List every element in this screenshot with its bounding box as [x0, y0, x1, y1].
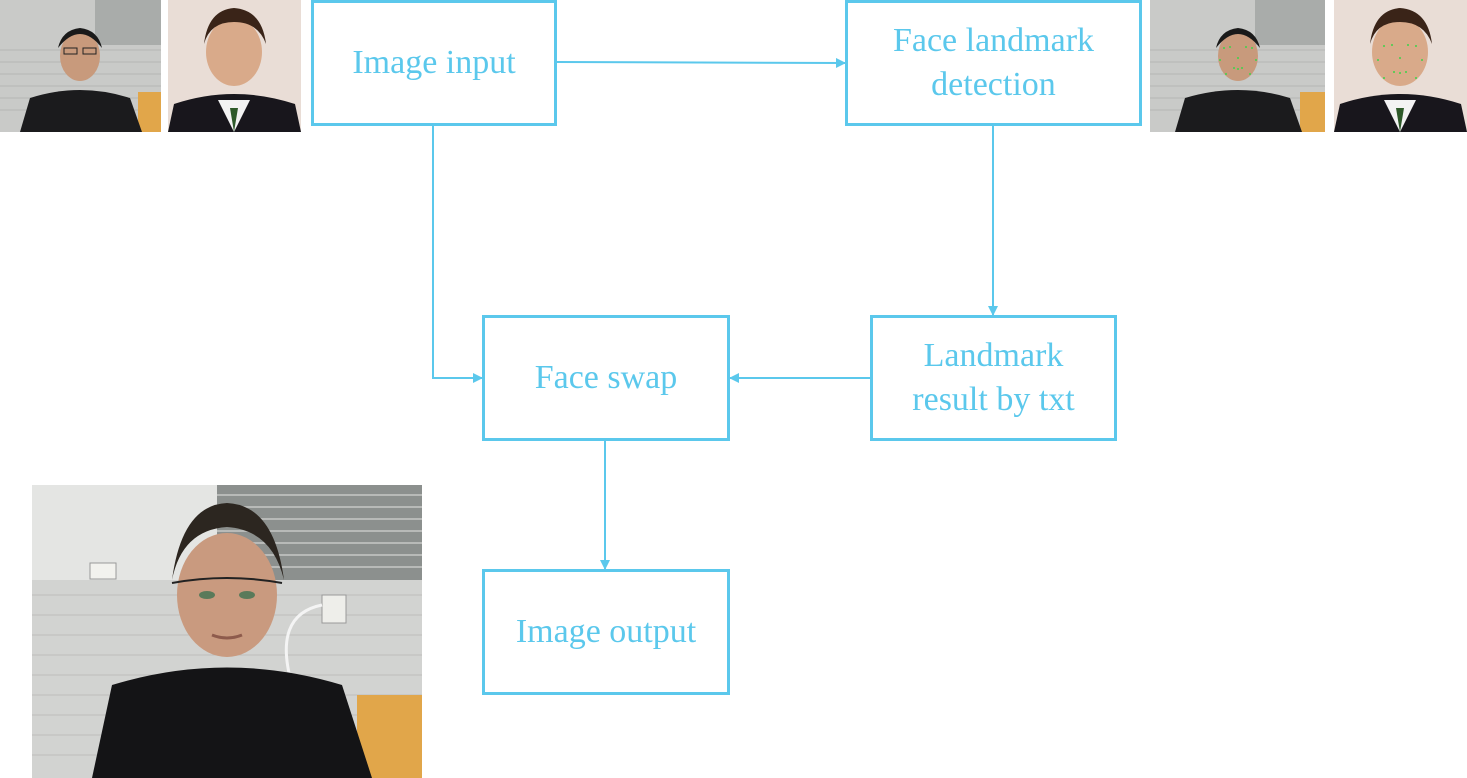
input-photo-portrait: [168, 0, 301, 132]
node-face-landmark-detection: Face landmark detection: [845, 0, 1142, 126]
input-photo-webcam: [0, 0, 161, 132]
node-landmark-result: Landmark result by txt: [870, 315, 1117, 441]
output-photo: [32, 485, 422, 778]
node-image-output-label: Image output: [515, 612, 697, 650]
node-landmark-result-label: Landmark result by txt: [912, 336, 1075, 418]
landmark-photo-webcam: [1150, 0, 1325, 132]
node-image-input: Image input: [311, 0, 557, 126]
node-face-landmark-detection-label: Face landmark detection: [892, 21, 1095, 103]
landmark-photo-portrait: [1334, 0, 1467, 132]
node-image-input-label: Image input: [352, 43, 516, 81]
node-face-swap: Face swap: [482, 315, 730, 441]
arrow-input-to-faceswap: [432, 126, 483, 383]
node-face-swap-label: Face swap: [534, 358, 678, 396]
node-image-output: Image output: [482, 569, 730, 695]
arrow-input-to-detection: [556, 57, 846, 68]
